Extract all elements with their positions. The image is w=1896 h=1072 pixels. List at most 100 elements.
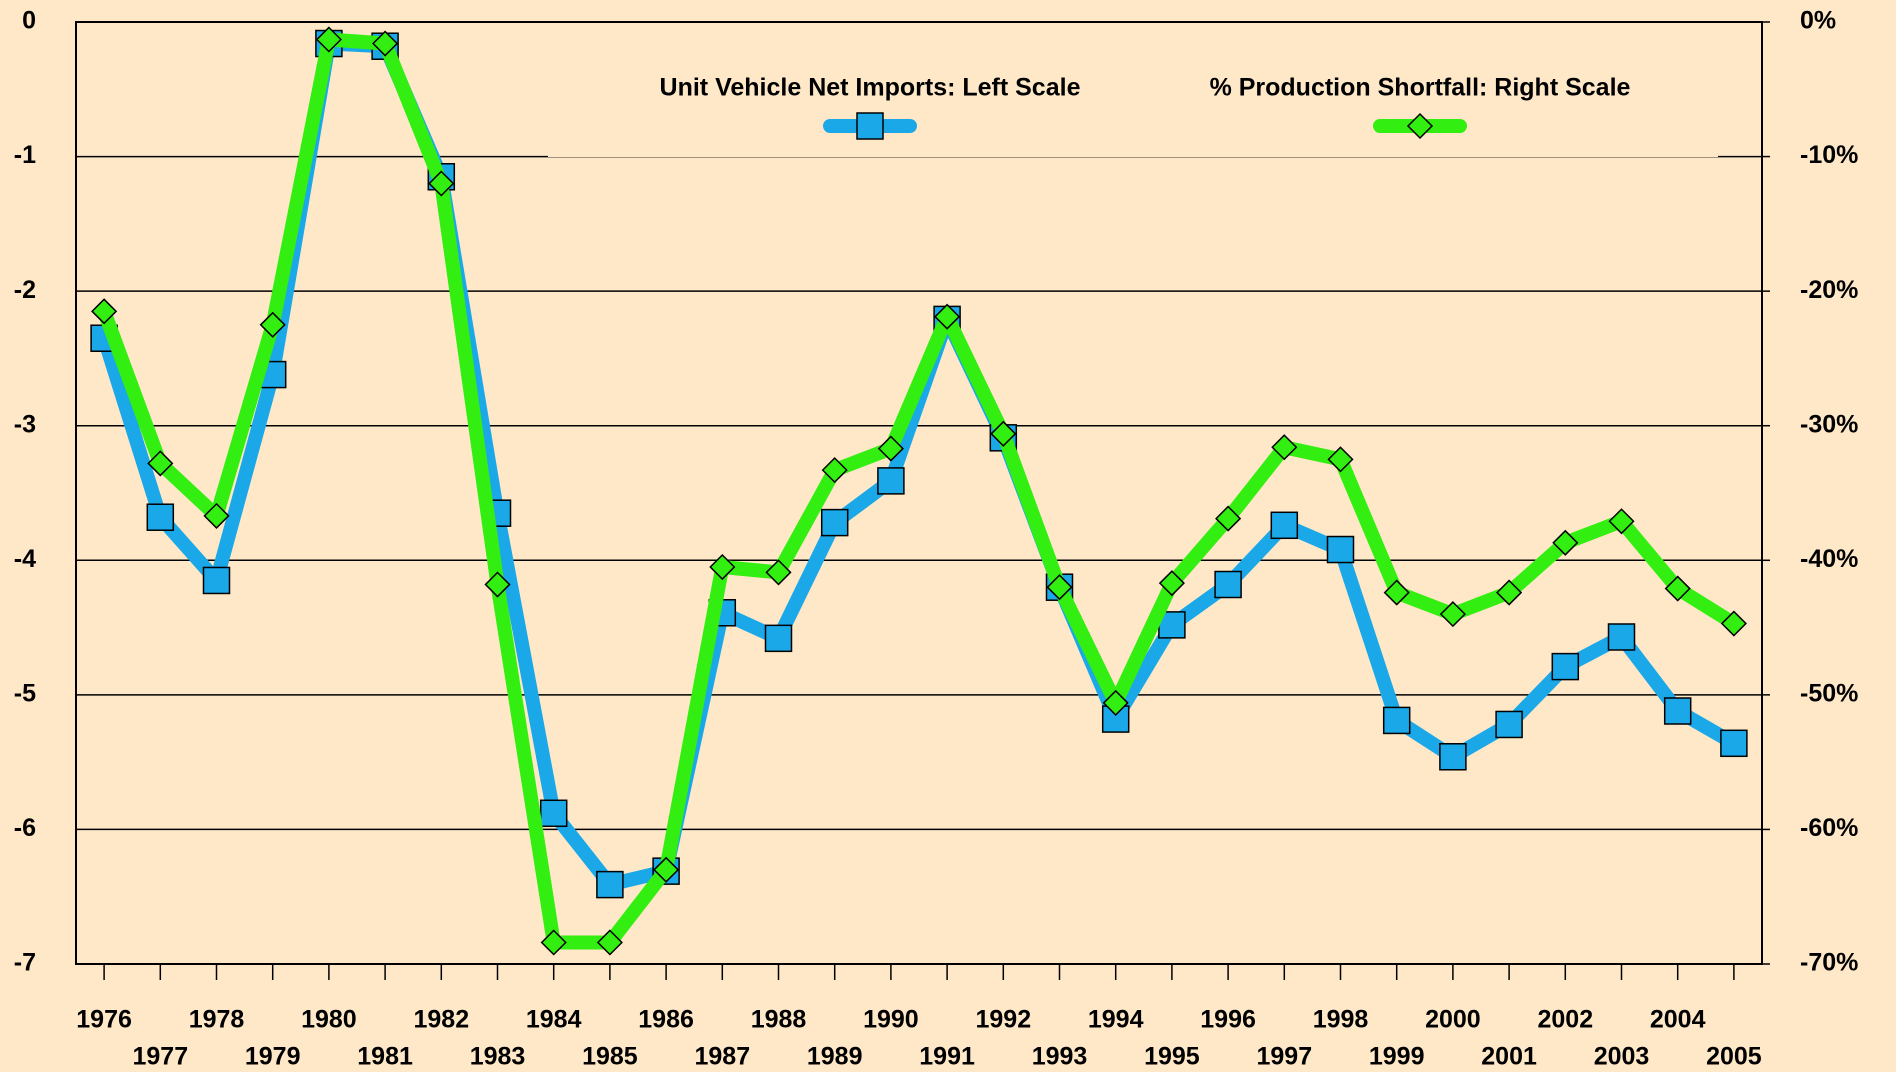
marker (1046, 574, 1073, 601)
y2-tick-label: -20% (1800, 276, 1858, 304)
x-tick-label: 1984 (526, 1006, 582, 1034)
x-tick-label: 1995 (1144, 1043, 1200, 1071)
marker (91, 298, 118, 325)
marker (1663, 697, 1692, 725)
marker (1551, 652, 1580, 681)
y-tick-label: -3 (14, 410, 36, 438)
marker (147, 450, 174, 477)
legend-label: % Production Shortfall: Right Scale (1210, 74, 1631, 102)
x-tick-label: 1976 (76, 1006, 132, 1034)
x-tick-label: 1981 (357, 1043, 413, 1071)
y-tick-label: -7 (14, 949, 36, 977)
y-tick-label: -6 (14, 814, 36, 842)
marker (765, 559, 792, 586)
marker (1271, 434, 1298, 461)
marker (877, 467, 905, 495)
x-tick-label: 1994 (1088, 1006, 1144, 1034)
marker (1439, 601, 1466, 628)
marker (1214, 570, 1242, 599)
x-tick-label: 1991 (919, 1043, 975, 1071)
y2-tick-label: 0% (1800, 7, 1836, 35)
x-tick-label: 1999 (1369, 1043, 1425, 1071)
marker (821, 457, 848, 484)
x-tick-label: 2004 (1650, 1006, 1706, 1034)
marker (1406, 112, 1434, 140)
x-tick-label: 1989 (807, 1043, 863, 1071)
marker (596, 929, 623, 956)
x-tick-label: 1985 (582, 1043, 638, 1071)
marker (1496, 579, 1523, 606)
marker (484, 571, 511, 598)
marker (372, 30, 399, 57)
y-tick-label: 0 (22, 7, 36, 35)
marker (203, 502, 230, 529)
marker (540, 929, 567, 956)
x-tick-label: 2005 (1706, 1043, 1762, 1071)
plot-frame (75, 21, 1763, 965)
y2-tick-label: -40% (1800, 545, 1858, 573)
x-tick-label: 1997 (1256, 1043, 1312, 1071)
marker (709, 553, 736, 581)
x-tick-label: 1998 (1313, 1006, 1369, 1034)
x-tick-label: 2000 (1425, 1006, 1481, 1034)
marker (315, 26, 342, 53)
y2-tick-label: -70% (1800, 949, 1858, 977)
marker (596, 870, 624, 899)
x-tick-label: 1983 (470, 1043, 526, 1071)
marker (1270, 511, 1299, 540)
y2-tick-label: -10% (1800, 141, 1858, 169)
y2-tick-label: -50% (1800, 679, 1858, 707)
y2-tick-label: -60% (1800, 814, 1858, 842)
marker (1102, 689, 1129, 716)
marker (428, 170, 455, 197)
x-tick-label: 1982 (413, 1006, 469, 1034)
y2-tick-label: -30% (1800, 410, 1858, 438)
marker (1608, 508, 1635, 535)
marker (1326, 535, 1355, 564)
marker (259, 311, 286, 338)
legend-box (548, 24, 1718, 157)
marker (1215, 505, 1242, 532)
y-tick-label: -4 (14, 545, 36, 573)
marker (764, 624, 793, 653)
marker (1158, 570, 1185, 597)
marker (1552, 529, 1579, 556)
marker (202, 566, 231, 595)
marker (1664, 575, 1691, 602)
x-tick-label: 1992 (975, 1006, 1031, 1034)
x-tick-label: 2002 (1537, 1006, 1593, 1034)
x-tick-label: 1980 (301, 1006, 357, 1034)
marker (1720, 610, 1747, 637)
marker (820, 508, 849, 537)
x-tick-label: 1978 (189, 1006, 245, 1034)
y-tick-label: -5 (14, 679, 36, 707)
marker (1720, 729, 1748, 758)
marker (539, 799, 568, 828)
marker (877, 435, 904, 462)
x-tick-label: 1990 (863, 1006, 919, 1034)
marker (1495, 710, 1523, 739)
marker (1383, 579, 1410, 606)
x-tick-label: 1993 (1032, 1043, 1088, 1071)
marker (653, 856, 680, 883)
marker (934, 303, 961, 330)
x-tick-label: 1987 (694, 1043, 750, 1071)
marker (1327, 446, 1354, 473)
marker (146, 503, 175, 531)
marker (856, 112, 884, 140)
x-tick-label: 1988 (751, 1006, 807, 1034)
x-tick-label: 1979 (245, 1043, 301, 1071)
marker (1607, 623, 1636, 651)
y-tick-label: -2 (14, 276, 36, 304)
marker (1439, 743, 1467, 771)
x-tick-label: 2001 (1481, 1043, 1537, 1071)
y-tick-label: -1 (14, 141, 36, 169)
x-tick-label: 1986 (638, 1006, 694, 1034)
marker (990, 420, 1017, 447)
x-tick-label: 1996 (1200, 1006, 1256, 1034)
legend-label: Unit Vehicle Net Imports: Left Scale (660, 74, 1081, 102)
x-tick-label: 2003 (1594, 1043, 1650, 1071)
x-tick-label: 1977 (132, 1043, 188, 1071)
marker (1382, 706, 1411, 735)
